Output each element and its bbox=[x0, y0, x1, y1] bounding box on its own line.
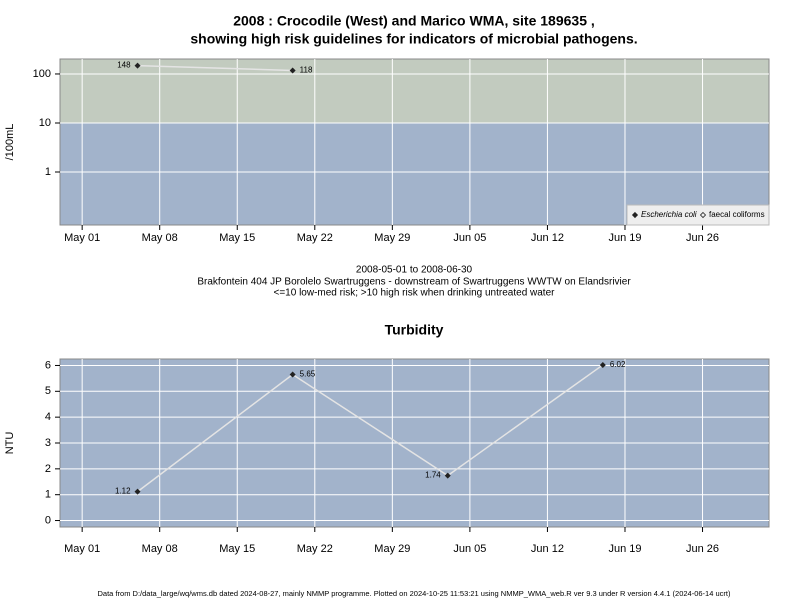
y-tick-label: 5 bbox=[45, 385, 51, 397]
plot-frame bbox=[59, 58, 770, 226]
x-tick-label: Jun 19 bbox=[608, 543, 641, 555]
x-tick-label: May 01 bbox=[64, 232, 100, 244]
y-tick-label: 1 bbox=[45, 489, 51, 501]
subtitle: Brakfontein 404 JP Borolelo Swartruggens… bbox=[197, 277, 631, 288]
x-tick-label: May 22 bbox=[297, 543, 333, 555]
x-tick-label: May 22 bbox=[297, 232, 333, 244]
x-tick-label: May 29 bbox=[374, 543, 410, 555]
subtitle: 2008-05-01 to 2008-06-30 bbox=[356, 265, 473, 276]
x-tick-label: May 01 bbox=[64, 543, 100, 555]
x-tick-label: Jun 19 bbox=[608, 232, 641, 244]
x-tick-label: May 15 bbox=[219, 543, 255, 555]
chart-title: 2008 : Crocodile (West) and Marico WMA, … bbox=[233, 13, 595, 29]
legend-marker bbox=[631, 211, 639, 219]
x-tick-label: May 08 bbox=[142, 543, 178, 555]
series-line bbox=[137, 64, 293, 72]
data-label: 118 bbox=[300, 66, 313, 75]
y-tick-label: 4 bbox=[45, 411, 51, 423]
legend-box bbox=[626, 204, 770, 226]
series-line bbox=[137, 364, 604, 493]
y-tick-label: 6 bbox=[45, 359, 51, 371]
y-tick-label: 2 bbox=[45, 463, 51, 475]
data-point bbox=[289, 67, 296, 74]
x-tick-label: Jun 12 bbox=[531, 543, 564, 555]
chart-title: Turbidity bbox=[385, 322, 444, 338]
y-tick-label: 10 bbox=[39, 117, 51, 129]
x-tick-label: May 29 bbox=[374, 232, 410, 244]
legend-label: Escherichia coli bbox=[641, 210, 697, 219]
x-tick-label: Jun 12 bbox=[531, 232, 564, 244]
legend-marker bbox=[699, 211, 707, 219]
x-tick-label: Jun 05 bbox=[453, 543, 486, 555]
data-point bbox=[134, 488, 141, 495]
band-high bbox=[60, 59, 769, 123]
y-axis-label: NTU bbox=[4, 432, 16, 455]
data-label: 1.74 bbox=[425, 471, 441, 480]
x-tick-label: Jun 26 bbox=[686, 232, 719, 244]
y-tick-label: 0 bbox=[45, 514, 51, 526]
x-tick-label: May 08 bbox=[142, 232, 178, 244]
data-label: 1.12 bbox=[115, 487, 131, 496]
data-point bbox=[134, 62, 141, 69]
data-label: 6.02 bbox=[610, 360, 626, 369]
y-tick-label: 1 bbox=[45, 166, 51, 178]
data-point bbox=[444, 472, 451, 479]
footer: Data from D:/data_large/wq/wms.db dated … bbox=[98, 589, 731, 598]
legend-label: faecal coliforms bbox=[709, 210, 765, 219]
data-label: 5.65 bbox=[300, 370, 316, 379]
y-axis-label: /100mL bbox=[4, 124, 16, 161]
chart-title: showing high risk guidelines for indicat… bbox=[190, 31, 637, 47]
subtitle: <=10 low-med risk; >10 high risk when dr… bbox=[274, 288, 556, 299]
data-point bbox=[289, 371, 296, 378]
y-tick-label: 3 bbox=[45, 437, 51, 449]
data-point bbox=[599, 361, 606, 368]
x-tick-label: May 15 bbox=[219, 232, 255, 244]
x-tick-label: Jun 05 bbox=[453, 232, 486, 244]
x-tick-label: Jun 26 bbox=[686, 543, 719, 555]
data-label: 148 bbox=[117, 61, 131, 70]
y-tick-label: 100 bbox=[33, 68, 51, 80]
